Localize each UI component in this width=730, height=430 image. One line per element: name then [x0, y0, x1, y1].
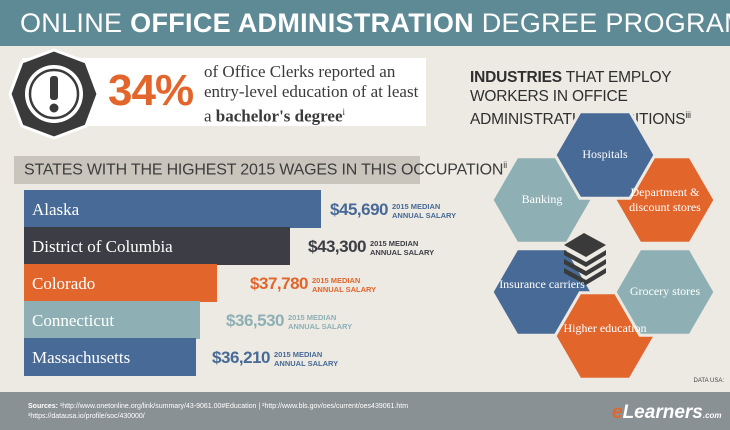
stat-line-3: a bachelor's degreei: [204, 106, 345, 126]
bar-value-label: $36,530: [226, 311, 284, 330]
industry-hex: [613, 247, 717, 337]
bar-note: 2015 MEDIAN ANNUAL SALARY: [370, 239, 435, 257]
bar-note: 2015 MEDIAN ANNUAL SALARY: [392, 202, 457, 220]
header-bar: [0, 0, 730, 46]
elearners-logo: eLearners.com: [612, 402, 722, 423]
bar-state-label: Colorado: [32, 274, 96, 293]
bar-value-label: $45,690: [330, 200, 388, 219]
wage-bar: [24, 227, 290, 265]
datausa-credit: DATA USA:: [693, 378, 724, 384]
stacked-papers-icon: [564, 233, 606, 285]
states-chart-title: STATES WITH THE HIGHEST 2015 WAGES IN TH…: [24, 160, 507, 179]
bar-value-label: $36,210: [212, 348, 270, 367]
industry-label: Grocery stores: [629, 284, 701, 298]
stat-line-1: of Office Clerks reported an: [204, 62, 396, 81]
stat-percent: 34%: [108, 66, 194, 115]
industry-label: Higher education: [563, 321, 647, 335]
bar-value-label: $43,300: [308, 237, 366, 256]
stat-description: of Office Clerks reported an entry-level…: [204, 62, 422, 127]
bar-state-label: District of Columbia: [32, 237, 173, 256]
hex-graphic: [490, 110, 717, 381]
bar-value-label: $37,780: [250, 274, 308, 293]
industry-label: Insurance carriers: [499, 277, 585, 291]
exclamation-icon: [8, 48, 100, 140]
wage-bar: [24, 264, 217, 302]
industry-label: Hospitals: [582, 147, 628, 161]
industry-label: Department & discount stores: [629, 185, 701, 214]
wage-bar: [24, 338, 196, 376]
stat-line-2: entry-level education of at least: [204, 82, 419, 101]
bar-note: 2015 MEDIAN ANNUAL SALARY: [312, 276, 377, 294]
wage-bar: [24, 190, 321, 228]
wage-bar: [24, 301, 200, 339]
bar-note: 2015 MEDIAN ANNUAL SALARY: [274, 350, 339, 368]
bar-note: 2015 MEDIAN ANNUAL SALARY: [288, 313, 353, 331]
sources: Sources: ¹http://www.onetonline.org/link…: [28, 403, 409, 420]
states-banner: [14, 156, 420, 184]
industry-label: Banking: [521, 192, 563, 206]
bar-state-label: Massachusetts: [32, 348, 131, 367]
page-title: ONLINE OFFICE ADMINISTRATION DEGREE PROG…: [20, 8, 730, 38]
industries-hex-cluster: Hospitals Department & discount stores Gro…: [460, 110, 730, 382]
bar-state-label: Alaska: [32, 200, 80, 219]
footer-bar: [0, 392, 730, 430]
bar-state-label: Connecticut: [32, 311, 115, 330]
industry-hex: [553, 110, 657, 200]
